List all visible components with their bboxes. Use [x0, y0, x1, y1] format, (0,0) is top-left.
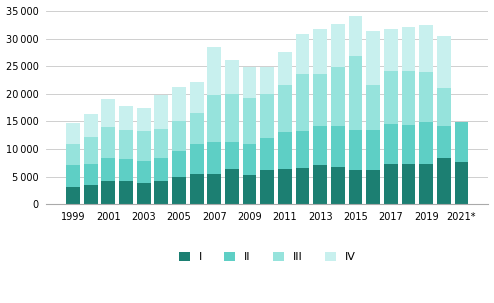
- Bar: [402, 27, 415, 71]
- Bar: [225, 169, 239, 204]
- Bar: [207, 95, 221, 142]
- Bar: [366, 130, 380, 170]
- Bar: [190, 82, 204, 112]
- Bar: [384, 29, 398, 71]
- Bar: [172, 177, 186, 204]
- Bar: [437, 126, 451, 158]
- Bar: [331, 126, 345, 167]
- Bar: [155, 129, 168, 158]
- Bar: [119, 159, 133, 181]
- Bar: [278, 85, 292, 132]
- Bar: [260, 138, 274, 170]
- Bar: [349, 130, 363, 170]
- Bar: [384, 124, 398, 165]
- Bar: [402, 125, 415, 164]
- Bar: [172, 87, 186, 121]
- Bar: [172, 151, 186, 177]
- Bar: [101, 99, 115, 127]
- Bar: [155, 95, 168, 129]
- Bar: [101, 158, 115, 181]
- Bar: [260, 94, 274, 138]
- Bar: [419, 72, 433, 122]
- Bar: [137, 161, 151, 183]
- Bar: [84, 165, 98, 185]
- Bar: [155, 158, 168, 181]
- Bar: [101, 127, 115, 158]
- Bar: [419, 164, 433, 204]
- Bar: [366, 31, 380, 85]
- Bar: [419, 25, 433, 72]
- Bar: [437, 36, 451, 88]
- Bar: [119, 106, 133, 130]
- Bar: [437, 88, 451, 126]
- Bar: [225, 60, 239, 94]
- Bar: [84, 114, 98, 137]
- Bar: [331, 167, 345, 204]
- Bar: [190, 144, 204, 174]
- Legend: I, II, III, IV: I, II, III, IV: [179, 251, 356, 262]
- Bar: [366, 170, 380, 204]
- Bar: [207, 142, 221, 174]
- Bar: [137, 183, 151, 204]
- Bar: [225, 142, 239, 169]
- Bar: [207, 47, 221, 95]
- Bar: [402, 164, 415, 204]
- Bar: [225, 94, 239, 142]
- Bar: [190, 112, 204, 144]
- Bar: [454, 161, 468, 204]
- Bar: [278, 52, 292, 85]
- Bar: [313, 74, 327, 126]
- Bar: [278, 169, 292, 204]
- Bar: [84, 185, 98, 204]
- Bar: [66, 165, 80, 187]
- Bar: [349, 16, 363, 56]
- Bar: [366, 85, 380, 130]
- Bar: [437, 158, 451, 204]
- Bar: [119, 181, 133, 204]
- Bar: [296, 168, 309, 204]
- Bar: [243, 67, 256, 98]
- Bar: [296, 34, 309, 75]
- Bar: [402, 71, 415, 125]
- Bar: [243, 144, 256, 175]
- Bar: [296, 131, 309, 168]
- Bar: [331, 24, 345, 67]
- Bar: [119, 130, 133, 159]
- Bar: [66, 123, 80, 144]
- Bar: [419, 122, 433, 164]
- Bar: [313, 165, 327, 204]
- Bar: [331, 67, 345, 126]
- Bar: [66, 187, 80, 204]
- Bar: [454, 122, 468, 161]
- Bar: [137, 131, 151, 161]
- Bar: [296, 75, 309, 131]
- Bar: [349, 170, 363, 204]
- Bar: [243, 98, 256, 144]
- Bar: [155, 181, 168, 204]
- Bar: [66, 144, 80, 165]
- Bar: [84, 137, 98, 165]
- Bar: [260, 170, 274, 204]
- Bar: [172, 121, 186, 151]
- Bar: [243, 175, 256, 204]
- Bar: [313, 126, 327, 165]
- Bar: [190, 174, 204, 204]
- Bar: [137, 108, 151, 131]
- Bar: [278, 132, 292, 169]
- Bar: [349, 56, 363, 130]
- Bar: [384, 165, 398, 204]
- Bar: [384, 71, 398, 124]
- Bar: [313, 29, 327, 74]
- Bar: [260, 67, 274, 94]
- Bar: [207, 174, 221, 204]
- Bar: [101, 181, 115, 204]
